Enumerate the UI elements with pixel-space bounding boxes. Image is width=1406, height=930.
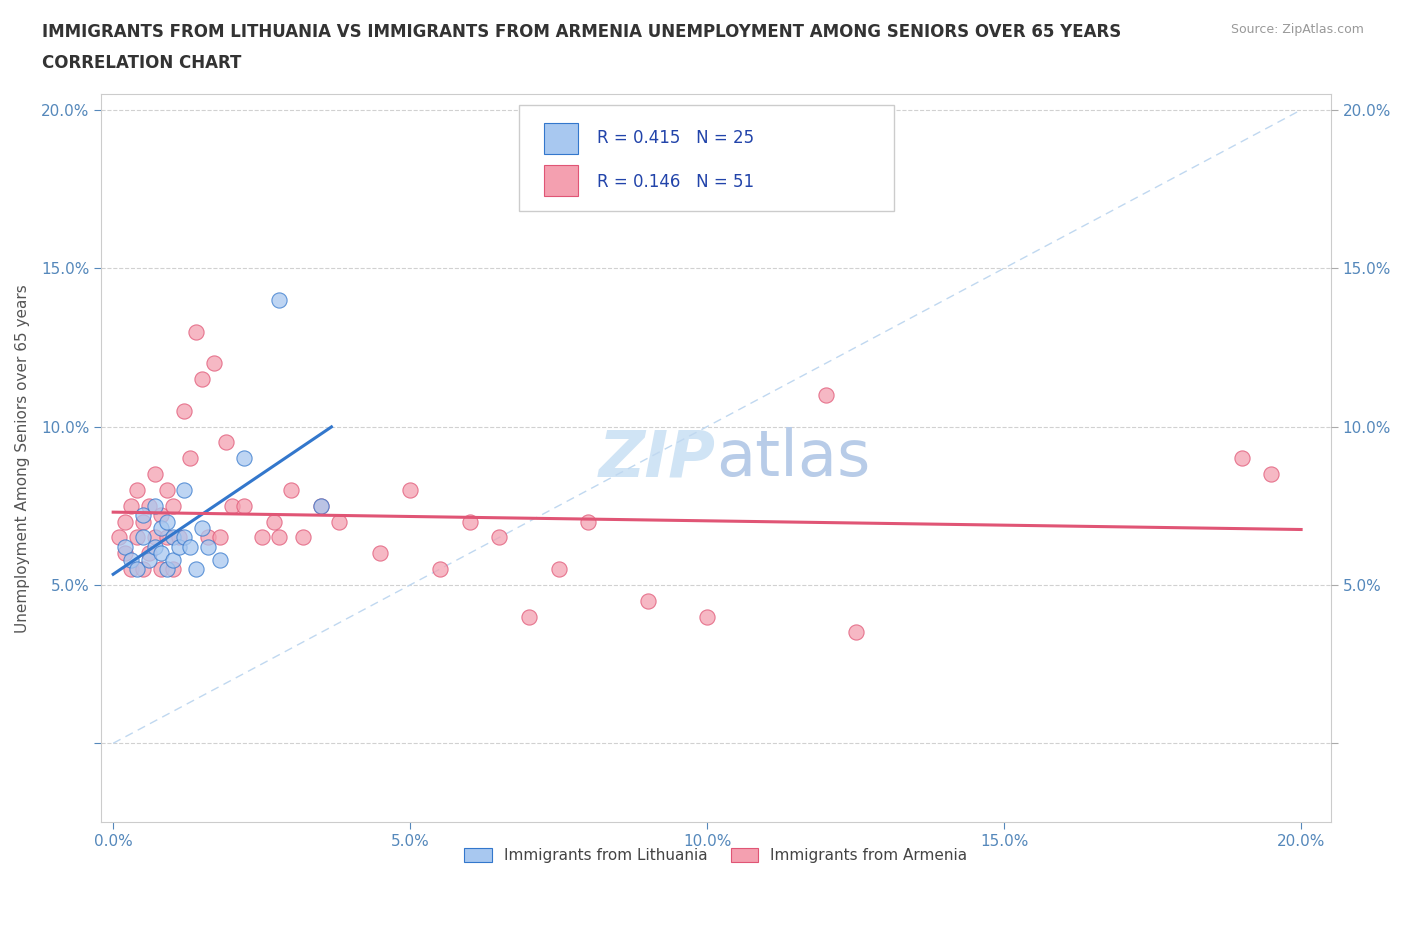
Point <box>120 498 142 513</box>
Point <box>132 530 155 545</box>
Point <box>120 552 142 567</box>
Point <box>370 546 392 561</box>
FancyBboxPatch shape <box>544 166 578 196</box>
Point <box>162 498 184 513</box>
Point <box>132 508 155 523</box>
Point <box>167 530 190 545</box>
Point <box>292 530 315 545</box>
Point <box>179 451 201 466</box>
Point <box>156 562 179 577</box>
Text: Source: ZipAtlas.com: Source: ZipAtlas.com <box>1230 23 1364 36</box>
Point <box>547 562 569 577</box>
Point <box>156 514 179 529</box>
Point <box>309 498 332 513</box>
Point <box>167 539 190 554</box>
Point <box>197 539 219 554</box>
Point <box>156 483 179 498</box>
Point <box>814 388 837 403</box>
Point <box>132 562 155 577</box>
Point <box>429 562 451 577</box>
Point <box>328 514 350 529</box>
FancyBboxPatch shape <box>544 123 578 153</box>
Point <box>108 530 131 545</box>
Point <box>637 593 659 608</box>
Point <box>399 483 422 498</box>
Point <box>125 483 148 498</box>
Point <box>138 546 160 561</box>
Legend: Immigrants from Lithuania, Immigrants from Armenia: Immigrants from Lithuania, Immigrants fr… <box>458 843 974 870</box>
Point <box>186 325 208 339</box>
Point <box>232 498 254 513</box>
Point <box>143 498 166 513</box>
Point <box>138 498 160 513</box>
Point <box>114 539 136 554</box>
Point <box>1230 451 1253 466</box>
Point <box>191 521 214 536</box>
Point <box>114 546 136 561</box>
Point <box>269 292 291 307</box>
Point <box>209 530 232 545</box>
Point <box>162 552 184 567</box>
Point <box>576 514 599 529</box>
Point <box>197 530 219 545</box>
Point <box>280 483 302 498</box>
Point <box>143 539 166 554</box>
Point <box>191 372 214 387</box>
Point <box>696 609 718 624</box>
Point <box>488 530 510 545</box>
Point <box>173 404 195 418</box>
Point <box>149 562 172 577</box>
Point <box>162 530 184 545</box>
Text: R = 0.146   N = 51: R = 0.146 N = 51 <box>596 173 754 192</box>
Point <box>250 530 273 545</box>
Point <box>458 514 481 529</box>
Point <box>215 435 238 450</box>
Text: CORRELATION CHART: CORRELATION CHART <box>42 54 242 72</box>
Point <box>263 514 285 529</box>
Text: IMMIGRANTS FROM LITHUANIA VS IMMIGRANTS FROM ARMENIA UNEMPLOYMENT AMONG SENIORS : IMMIGRANTS FROM LITHUANIA VS IMMIGRANTS … <box>42 23 1122 41</box>
Point <box>517 609 540 624</box>
Point <box>138 552 160 567</box>
Point <box>156 530 179 545</box>
Point <box>232 451 254 466</box>
Point <box>149 546 172 561</box>
Point <box>173 530 195 545</box>
Point <box>202 356 225 371</box>
Point <box>120 562 142 577</box>
Point <box>209 552 232 567</box>
Point <box>143 467 166 482</box>
Text: R = 0.415   N = 25: R = 0.415 N = 25 <box>596 129 754 148</box>
Point <box>132 514 155 529</box>
Point <box>149 521 172 536</box>
Y-axis label: Unemployment Among Seniors over 65 years: Unemployment Among Seniors over 65 years <box>15 284 30 632</box>
Point <box>125 530 148 545</box>
Point <box>143 530 166 545</box>
Point <box>309 498 332 513</box>
Point <box>162 562 184 577</box>
Point <box>269 530 291 545</box>
Point <box>845 625 868 640</box>
Point <box>1260 467 1282 482</box>
Text: ZIP: ZIP <box>599 427 716 489</box>
Point <box>221 498 243 513</box>
Point <box>149 508 172 523</box>
Text: atlas: atlas <box>716 427 870 489</box>
Point <box>186 562 208 577</box>
Point <box>179 539 201 554</box>
FancyBboxPatch shape <box>519 105 894 210</box>
Point <box>125 562 148 577</box>
Point <box>173 483 195 498</box>
Point <box>114 514 136 529</box>
